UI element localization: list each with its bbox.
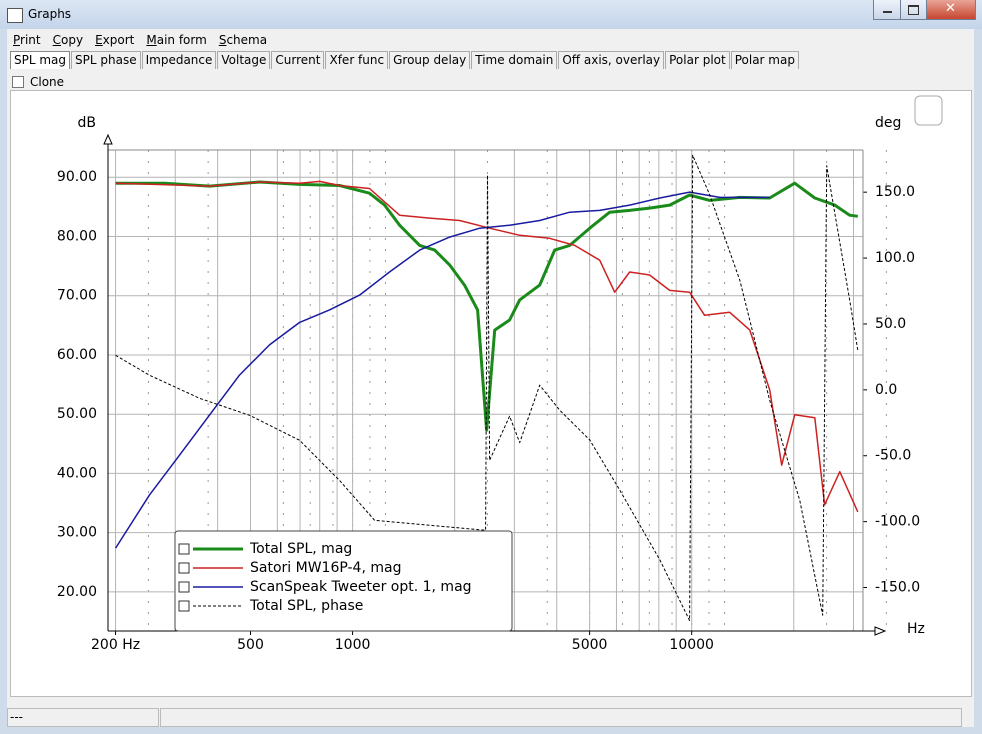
tab[interactable]: Polar map (730, 51, 799, 69)
checkbox-label: Clone (30, 75, 65, 89)
status-bar: --- (7, 708, 974, 727)
menu-item[interactable]: Print (13, 33, 41, 47)
tab[interactable]: SPL mag (10, 51, 71, 69)
tab[interactable]: Voltage (217, 51, 271, 69)
tab[interactable]: Time domain (471, 51, 558, 69)
client-area: Print Copy Export Main form Schema SPL mag SP… (7, 29, 974, 727)
minimize-button[interactable] (873, 0, 901, 20)
app-icon (7, 8, 23, 23)
tab[interactable]: Current (271, 51, 325, 69)
menu-item[interactable]: Export (95, 33, 135, 47)
title-bar: Graphs ✕ (0, 0, 982, 29)
tab[interactable]: Polar plot (665, 51, 730, 69)
clone-option[interactable]: Clone (12, 75, 64, 89)
menu-item[interactable]: Main form (146, 33, 207, 47)
menu-item[interactable]: Copy (52, 33, 84, 47)
tab[interactable]: Off axis, overlay (558, 51, 665, 69)
close-button[interactable]: ✕ (926, 0, 976, 20)
tab[interactable]: SPL phase (71, 51, 141, 69)
checkbox[interactable] (12, 76, 24, 88)
menu-item[interactable]: Schema (218, 33, 268, 47)
tab[interactable]: Impedance (141, 51, 217, 69)
tab[interactable]: Xfer func (325, 51, 389, 69)
status-cell (160, 708, 962, 727)
status-cell: --- (7, 708, 159, 727)
menu-bar: Print Copy Export Main form Schema (7, 31, 273, 49)
window-title: Graphs (28, 7, 72, 21)
tab-strip: SPL mag SPL phase Impedance Voltage Current X… (10, 51, 800, 69)
tab[interactable]: Group delay (389, 51, 471, 69)
maximize-button[interactable] (900, 0, 927, 20)
graph-panel (10, 90, 972, 697)
